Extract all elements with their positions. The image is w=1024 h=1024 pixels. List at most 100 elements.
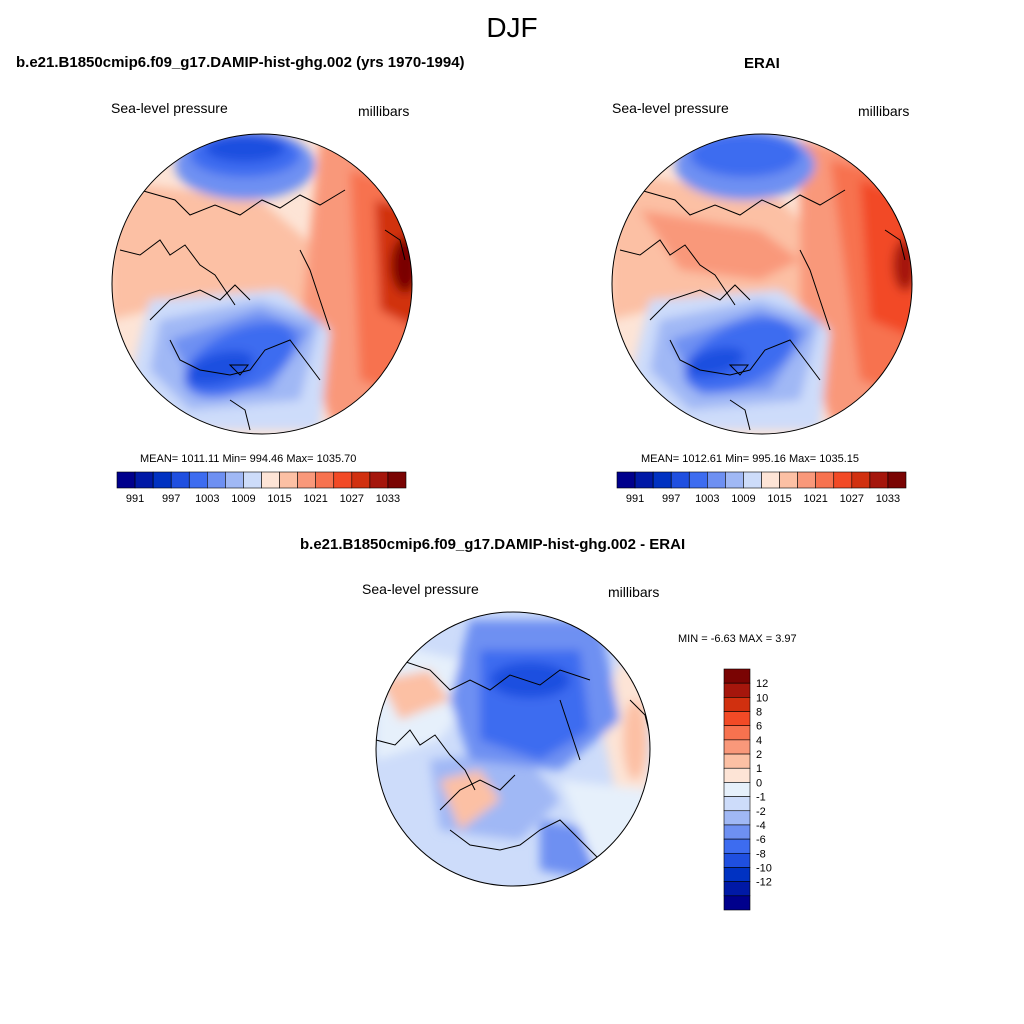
cb2-swatch — [743, 471, 762, 489]
cb2-swatch — [634, 471, 654, 489]
cb1-swatch — [134, 471, 154, 489]
cb3-swatch — [723, 852, 751, 868]
panel1-title: b.e21.B1850cmip6.f09_g17.DAMIP-hist-ghg.… — [16, 54, 465, 71]
cb2-tick-label: 1027 — [840, 493, 864, 505]
cb2-tick-label: 1015 — [767, 493, 791, 505]
cb2-swatch — [887, 471, 907, 489]
panel2-colorbar: 991 997 1003 1009 1015 1021 1027 1033 — [616, 471, 907, 505]
cb2-swatch — [725, 471, 744, 489]
cb2-swatch — [815, 471, 835, 489]
cb3-tick-label: -12 — [756, 877, 772, 889]
cb3-tick-label: 0 — [756, 777, 762, 789]
cb1-swatch — [297, 471, 316, 489]
panel3-title: b.e21.B1850cmip6.f09_g17.DAMIP-hist-ghg.… — [300, 536, 686, 553]
cb3-tick-label: 8 — [756, 707, 762, 719]
cb3-tick-label: -6 — [756, 834, 766, 846]
panel3-variable-label: Sea-level pressure — [362, 581, 479, 597]
panel2-variable-label: Sea-level pressure — [612, 100, 729, 116]
cb2-tick-label: 1003 — [695, 493, 719, 505]
cb1-swatch — [315, 471, 335, 489]
cb3-tick-label: 4 — [756, 735, 762, 747]
panel2-units-label: millibars — [858, 103, 910, 119]
cb3-swatch — [723, 881, 751, 897]
cb3-swatch — [723, 824, 751, 840]
cb3-swatch — [723, 711, 751, 727]
figure-title: DJF — [486, 12, 538, 43]
cb2-tick-label: 1033 — [876, 493, 900, 505]
cb1-tick-label: 1033 — [376, 493, 400, 505]
cb3-tick-label: -8 — [756, 848, 766, 860]
cb2-swatch — [652, 471, 672, 489]
cb2-swatch — [833, 471, 853, 489]
panel2-title: ERAI — [744, 55, 780, 72]
cb3-tick-label: -2 — [756, 806, 766, 818]
cb3-tick-label: 6 — [756, 721, 762, 733]
cb3-swatch — [723, 796, 751, 812]
cb1-tick-label: 991 — [126, 493, 144, 505]
panel1-map — [111, 133, 413, 435]
panel3-map — [375, 611, 651, 887]
cb3-tick-label: -4 — [756, 820, 766, 832]
cb3-tick-label: 1 — [756, 763, 762, 775]
panel1-units-label: millibars — [358, 103, 410, 119]
cb2-tick-label: 1009 — [731, 493, 755, 505]
cb2-tick-label: 997 — [662, 493, 680, 505]
cb1-swatch — [387, 471, 407, 489]
cb2-swatch — [707, 471, 726, 489]
cb2-swatch — [616, 471, 636, 489]
cb1-swatch — [261, 471, 280, 489]
cb3-tick-label: -1 — [756, 792, 766, 804]
cb3-swatch — [723, 725, 751, 741]
panel3-stats: MIN = -6.63 MAX = 3.97 — [678, 633, 797, 645]
panel1-variable-label: Sea-level pressure — [111, 100, 228, 116]
cb2-swatch — [761, 471, 780, 489]
cb3-swatch — [723, 682, 751, 698]
cb1-tick-label: 1003 — [195, 493, 219, 505]
cb1-swatch — [279, 471, 298, 489]
cb3-tick-label: 12 — [756, 678, 768, 690]
cb3-swatch — [723, 739, 751, 755]
cb3-tick-label: 10 — [756, 692, 768, 704]
cb2-tick-label: 991 — [626, 493, 644, 505]
cb3-swatch — [723, 668, 751, 684]
cb1-swatch — [369, 471, 389, 489]
cb1-tick-label: 997 — [162, 493, 180, 505]
cb1-swatch — [243, 471, 262, 489]
cb2-swatch — [869, 471, 889, 489]
cb3-swatch — [723, 810, 751, 826]
cb1-swatch — [351, 471, 371, 489]
cb2-tick-label: 1021 — [803, 493, 827, 505]
panel1-stats: MEAN= 1011.11 Min= 994.46 Max= 1035.70 — [140, 453, 357, 465]
cb1-swatch — [170, 471, 190, 489]
cb1-swatch — [225, 471, 244, 489]
cb3-swatch — [723, 767, 751, 783]
cb1-swatch — [333, 471, 353, 489]
cb2-swatch — [688, 471, 708, 489]
panel1-colorbar: 991 997 1003 1009 1015 1021 1027 1033 — [116, 471, 407, 505]
cb2-swatch — [797, 471, 816, 489]
cb2-swatch — [670, 471, 690, 489]
cb3-tick-label: 2 — [756, 749, 762, 761]
cb3-swatch — [723, 753, 751, 769]
cb1-tick-label: 1015 — [267, 493, 291, 505]
cb3-swatch — [723, 782, 751, 797]
cb3-swatch — [723, 895, 751, 911]
panel2-map — [611, 133, 913, 435]
cb2-swatch — [851, 471, 871, 489]
cb3-swatch — [723, 697, 751, 712]
cb1-tick-label: 1027 — [340, 493, 364, 505]
panel3-units-label: millibars — [608, 584, 660, 600]
cb3-swatch — [723, 867, 751, 882]
cb1-swatch — [188, 471, 208, 489]
cb2-swatch — [779, 471, 798, 489]
cb1-swatch — [116, 471, 136, 489]
cb3-swatch — [723, 838, 751, 854]
cb1-swatch — [152, 471, 172, 489]
panel2-stats: MEAN= 1012.61 Min= 995.16 Max= 1035.15 — [641, 453, 860, 465]
cb1-swatch — [207, 471, 226, 489]
cb1-tick-label: 1021 — [303, 493, 327, 505]
cb3-tick-label: -10 — [756, 862, 772, 874]
cb1-tick-label: 1009 — [231, 493, 255, 505]
